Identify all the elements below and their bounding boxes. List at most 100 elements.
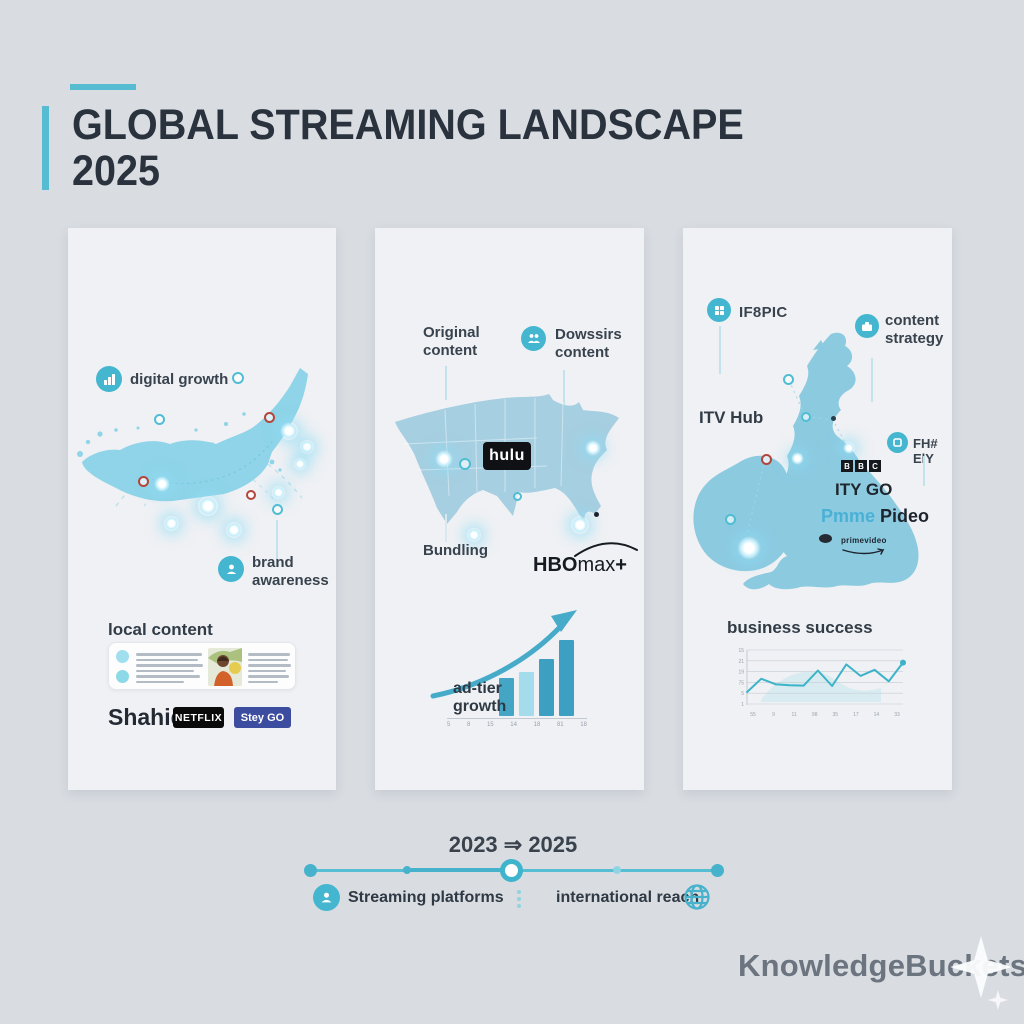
iplayer-icon	[707, 298, 731, 322]
poi-marker-teal	[272, 504, 283, 515]
netflix-logo: NETFLIX	[173, 707, 224, 728]
glow-dot	[791, 452, 804, 465]
shahid-logo: Shahid	[108, 704, 185, 730]
timeline-line-emphasis	[408, 868, 513, 872]
x-axis-tick: 14	[874, 712, 880, 718]
smile-arc	[842, 548, 885, 555]
poi-dot-dark	[594, 512, 599, 517]
middle-east-map	[77, 368, 308, 502]
content-strategy-icon	[855, 314, 879, 338]
growth-arrow	[430, 610, 577, 699]
y-axis-tick: 19	[738, 670, 744, 676]
hulu-logo: hulu	[483, 442, 531, 470]
axis-tick: 5	[447, 722, 451, 728]
glow-dot	[280, 422, 298, 440]
content-strategy-label: content strategy	[885, 312, 944, 347]
glow-dot	[154, 476, 170, 492]
streaming-platforms-icon	[313, 884, 340, 911]
glow-dot	[467, 528, 481, 542]
timeline-dot	[403, 866, 411, 874]
connector-line	[445, 366, 447, 400]
bullet-icon	[116, 650, 129, 663]
poi-marker-teal	[513, 492, 522, 501]
connector-line	[871, 358, 873, 402]
axis-tick: 14	[510, 722, 517, 728]
bbc-logo: B B C	[841, 460, 883, 472]
brand-awareness-icon	[218, 556, 244, 582]
header-accent-bar	[42, 106, 49, 190]
poi-marker-teal	[725, 514, 736, 525]
y-axis-tick: 21	[738, 659, 744, 665]
itv-hub-label: ITV Hub	[699, 408, 764, 427]
glow-dot	[300, 440, 314, 454]
poi-marker-red	[264, 412, 275, 423]
axis-tick: 81	[556, 722, 564, 728]
panel-middle-east: digital growth	[68, 228, 336, 790]
x-axis-tick: 98	[812, 712, 818, 718]
axis-tick: 18	[533, 722, 541, 728]
poi-marker-teal	[459, 458, 471, 470]
placeholder-text-block	[248, 650, 292, 686]
bundling-label: Bundling	[423, 542, 488, 559]
glow-dot	[843, 442, 855, 454]
digital-growth-label: digital growth	[130, 371, 229, 388]
bar	[519, 672, 534, 716]
timeline-dot	[613, 866, 621, 874]
axis-tick: 15	[486, 722, 494, 728]
business-success-chart: 15 21 19 75 5 1 55 9 11 98 35 17 14 33	[731, 642, 915, 730]
connector-line	[923, 456, 925, 486]
sparkle-icon	[988, 990, 1008, 1010]
x-axis-tick: 55	[750, 712, 756, 718]
timeline-dotted-mark	[517, 890, 521, 908]
original-content-label: Original content	[423, 324, 480, 359]
international-reach-label: international reach	[556, 889, 700, 906]
streaming-platforms-label: Streaming platforms	[348, 889, 504, 906]
y-axis-tick: 75	[738, 680, 744, 686]
glow-dot	[435, 450, 453, 468]
freely-icon	[887, 432, 908, 453]
bar	[539, 659, 554, 716]
primevideo-small-logo: primevideo	[841, 530, 889, 556]
poi-marker-red	[138, 476, 149, 487]
poi-marker-teal	[154, 414, 165, 425]
axis-tick: 8	[466, 722, 471, 728]
end-point-dot	[900, 659, 906, 666]
poi-marker-teal	[801, 412, 811, 422]
hbomax-logo: HBOmax+	[533, 554, 627, 576]
x-axis-tick: 9	[772, 712, 775, 718]
local-content-title: local content	[108, 620, 213, 639]
timeline-range-label: 2023 ⇒ 2025	[448, 832, 578, 857]
x-axis-tick: 11	[792, 712, 797, 718]
tv-oval-icon	[819, 534, 832, 543]
connector-line	[719, 326, 721, 374]
placeholder-text-block	[136, 650, 204, 686]
y-axis-tick: 1	[741, 702, 744, 708]
glow-dot	[294, 458, 306, 470]
poi-marker-teal	[783, 374, 794, 385]
glow-dot	[585, 440, 601, 456]
glow-dot	[571, 516, 589, 534]
connector-line	[445, 514, 447, 542]
glow-dot	[272, 486, 285, 499]
brand-awareness-label: brand awareness	[252, 554, 329, 589]
local-content-photo	[208, 648, 242, 686]
business-success-title: business success	[727, 618, 873, 637]
page-title: GLOBAL STREAMING LANDSCAPE 2025	[72, 102, 744, 194]
poi-marker-red	[246, 490, 256, 500]
poi-marker-red	[761, 454, 772, 465]
sparkle-icon	[950, 936, 1012, 998]
itv-go-logo: ITY GO	[835, 480, 893, 499]
globe-icon	[684, 884, 710, 910]
x-axis-tick: 33	[894, 712, 900, 718]
glow-dot	[164, 516, 179, 531]
domestic-content-label: Dowssirs content	[555, 326, 622, 361]
axis-tick: 18	[580, 722, 587, 728]
glow-dot	[198, 496, 218, 516]
steygo-logo: Stey GO	[234, 707, 291, 728]
ad-tier-growth-label: ad-tier growth	[453, 680, 507, 715]
uk-map	[693, 332, 919, 590]
glow-dot	[226, 522, 242, 538]
domestic-content-icon	[521, 326, 546, 351]
bar	[499, 678, 514, 716]
